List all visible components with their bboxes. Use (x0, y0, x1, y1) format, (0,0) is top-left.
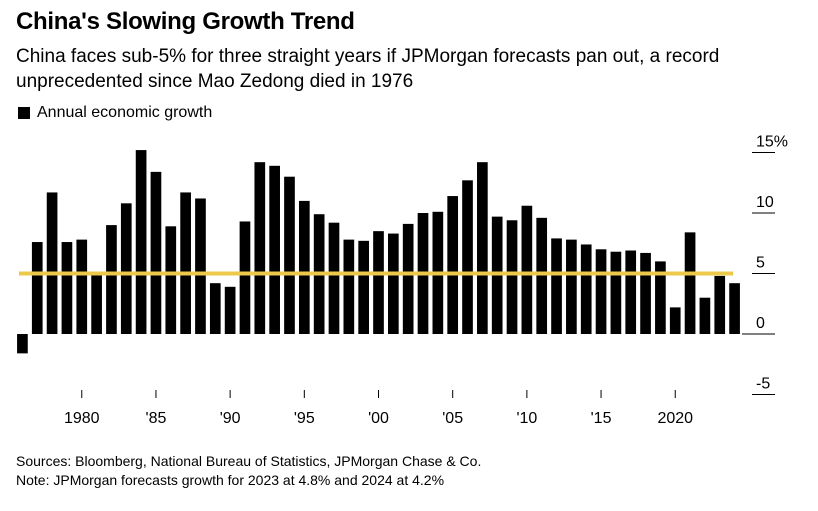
bar-2016 (610, 251, 622, 334)
bar-1978 (46, 192, 58, 334)
y-tick-label: 15% (756, 134, 788, 151)
x-tick-label: '10 (516, 410, 537, 427)
bar-2019 (655, 261, 666, 334)
x-tick-label: '00 (368, 410, 389, 427)
bar-2020 (669, 307, 681, 334)
x-tick-label: '15 (591, 410, 612, 427)
bar-1979 (61, 242, 73, 334)
bar-2018 (640, 252, 651, 334)
bar-1980 (76, 239, 88, 334)
bar-2013 (566, 239, 577, 334)
y-tick-label: 10 (756, 194, 774, 211)
bar-1995 (298, 200, 310, 334)
bar-2000 (373, 231, 384, 334)
bar-1993 (269, 165, 280, 334)
x-tick-label: '05 (442, 410, 463, 427)
sources-text: Sources: Bloomberg, National Bureau of S… (16, 453, 482, 469)
chart-subtitle: China faces sub-5% for three straight ye… (16, 46, 720, 92)
bar-1976 (17, 334, 28, 354)
bar-1997 (328, 222, 340, 334)
bar-1983 (120, 203, 132, 334)
y-axis: 15% 10 5 0 -5 (742, 134, 788, 395)
x-axis: 1980 '85 '90 '95 '00 '05 '10 '15 2020 (64, 390, 693, 427)
bar-2017 (625, 250, 637, 334)
bar-chart: 15% 10 5 0 -5 1980 '85 '90 '95 '00 '05 '10 '15 2020 (17, 134, 788, 427)
bar-1981 (91, 272, 102, 334)
bar-2010 (521, 205, 533, 334)
bar-1990 (224, 286, 236, 334)
bar-1977 (31, 242, 43, 334)
y-tick-label: 0 (756, 315, 765, 332)
legend: Annual economic growth (18, 104, 212, 122)
bar-2011 (536, 217, 548, 334)
bar-2001 (388, 233, 399, 334)
x-tick-label: 1980 (64, 410, 100, 427)
y-tick-label: -5 (756, 376, 770, 393)
bar-2006 (462, 180, 473, 334)
x-tick-label: '90 (220, 410, 241, 427)
bar-2015 (595, 249, 607, 334)
y-tick-label: 5 (756, 255, 765, 272)
bar-1985 (150, 171, 162, 334)
bar-1989 (209, 283, 221, 334)
legend-swatch (18, 107, 30, 119)
bar-1988 (195, 198, 206, 334)
chart-title: China's Slowing Growth Trend (16, 8, 355, 35)
x-tick-label: 2020 (657, 410, 693, 427)
bar-2002 (402, 223, 414, 334)
bar-1984 (135, 150, 147, 334)
bar-1999 (358, 240, 369, 334)
legend-label: Annual economic growth (37, 104, 213, 121)
bars-group (17, 150, 740, 354)
bar-1992 (254, 162, 266, 334)
bar-1987 (180, 192, 191, 334)
bar-2022 (699, 297, 711, 334)
bar-1991 (239, 221, 251, 334)
bar-2021 (684, 232, 696, 334)
x-tick-label: '95 (294, 410, 315, 427)
bar-2007 (477, 162, 488, 334)
note-text: Note: JPMorgan forecasts growth for 2023… (16, 472, 445, 488)
bar-1982 (106, 225, 117, 334)
bar-1998 (343, 239, 355, 334)
bar-2024 (729, 283, 740, 334)
bar-1986 (165, 226, 177, 334)
bar-2005 (447, 196, 459, 334)
bar-1994 (284, 176, 295, 334)
footer: Sources: Bloomberg, National Bureau of S… (16, 452, 481, 490)
bar-2023 (714, 275, 726, 334)
bar-2012 (551, 238, 562, 334)
x-tick-label: '85 (146, 410, 167, 427)
bar-2009 (506, 220, 518, 334)
bar-2014 (580, 244, 592, 334)
